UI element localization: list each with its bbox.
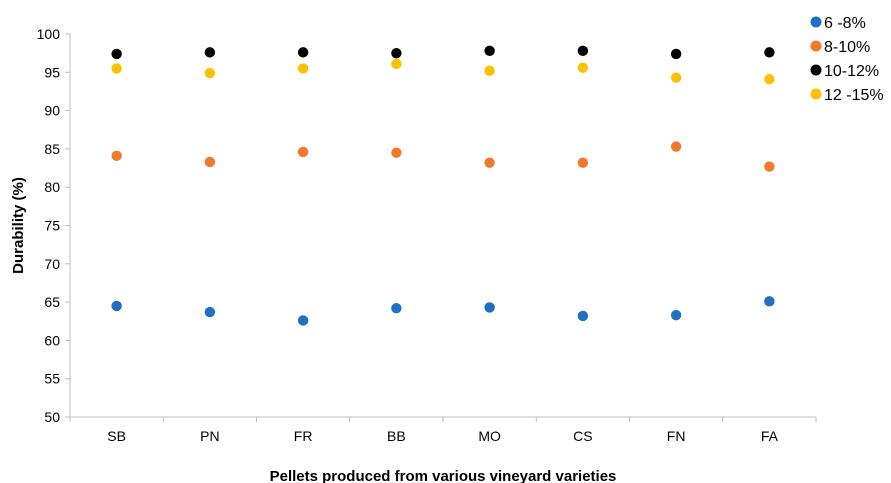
data-point: [204, 306, 216, 318]
x-tick-label: FN: [667, 428, 686, 444]
data-point: [670, 309, 682, 321]
y-tick-label: 95: [44, 64, 60, 80]
data-point: [111, 150, 122, 161]
y-tick-label: 75: [44, 218, 60, 234]
data-point: [670, 48, 682, 60]
data-point: [297, 315, 309, 326]
data-point: [577, 157, 589, 168]
data-point: [391, 47, 402, 59]
x-tick-label: CS: [573, 428, 592, 444]
y-tick-label: 85: [44, 141, 60, 157]
y-tick-label: 70: [44, 256, 60, 272]
legend-marker: [810, 40, 822, 52]
series-2: [111, 45, 775, 60]
legend-marker: [810, 64, 822, 76]
legend-marker: [810, 16, 822, 28]
data-point: [297, 47, 309, 58]
y-tick-label: 80: [44, 179, 60, 195]
data-point: [764, 73, 775, 85]
data-point: [764, 47, 775, 58]
y-tick-label: 90: [44, 103, 60, 119]
data-point: [204, 156, 216, 168]
data-point: [391, 147, 402, 158]
x-axis-title: Pellets produced from various vineyard v…: [270, 468, 617, 483]
data-point: [764, 296, 775, 307]
data-point: [391, 58, 402, 70]
data-point: [297, 146, 309, 158]
data-point: [204, 47, 216, 58]
legend: 6 -8% 8-10% 10-12% 12 -15%: [810, 15, 884, 104]
y-tick-label: 65: [44, 294, 60, 310]
y-tick-label: 100: [37, 26, 61, 42]
data-point: [484, 157, 495, 168]
x-tick-label: SB: [107, 428, 126, 444]
y-axis-ticks: 50 55 60 65 70 75 80 85 90 95 100: [37, 26, 70, 425]
data-point: [670, 72, 682, 83]
data-point: [484, 65, 495, 76]
data-point: [764, 161, 775, 172]
legend-label: 8-10%: [824, 39, 870, 56]
data-point: [204, 67, 216, 79]
series-0: [111, 296, 775, 326]
legend-label: 12 -15%: [824, 87, 884, 104]
data-point: [577, 62, 589, 73]
plot-axes: [69, 34, 816, 418]
legend-label: 6 -8%: [824, 15, 866, 32]
x-tick-label: FA: [761, 428, 779, 444]
y-tick-label: 50: [44, 409, 60, 425]
x-axis-ticks: SB PN FR BB MO CS FN FA: [69, 417, 817, 444]
x-tick-label: MO: [478, 428, 501, 444]
legend-marker: [810, 88, 822, 100]
data-point: [670, 141, 682, 152]
data-point: [484, 302, 495, 313]
x-tick-label: BB: [387, 428, 406, 444]
data-point: [577, 45, 589, 57]
y-tick-label: 55: [44, 371, 60, 387]
legend-label: 10-12%: [824, 63, 879, 80]
data-point: [111, 300, 122, 312]
series-1: [111, 141, 775, 172]
x-tick-label: PN: [200, 428, 219, 444]
data-points: [111, 45, 775, 326]
x-tick-label: FR: [294, 428, 313, 444]
data-point: [297, 63, 309, 74]
y-tick-label: 60: [44, 332, 60, 348]
data-point: [577, 310, 589, 322]
data-point: [111, 63, 122, 74]
data-point: [484, 45, 495, 57]
data-point: [111, 48, 122, 60]
y-axis-title: Durability (%): [10, 177, 27, 274]
data-point: [391, 303, 402, 314]
series-3: [111, 58, 775, 85]
